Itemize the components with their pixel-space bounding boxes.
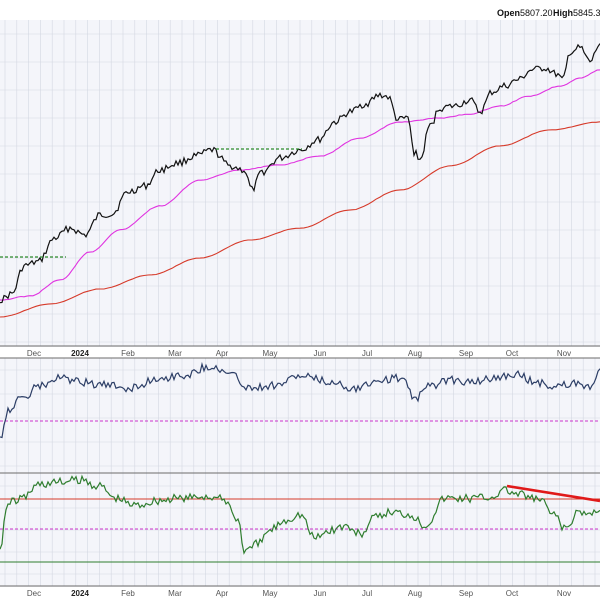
x-axis-label: Sep bbox=[459, 349, 474, 358]
x-axis-label: Dec bbox=[27, 349, 41, 358]
momentum-panel bbox=[0, 361, 600, 439]
x-axis-label: Oct bbox=[506, 589, 519, 598]
x-axis-label: Jul bbox=[362, 349, 372, 358]
momentum-line bbox=[0, 361, 600, 439]
x-axis-label: Apr bbox=[216, 589, 229, 598]
price-line bbox=[0, 43, 600, 304]
x-axis-labels-top: Dec 2024 Feb Mar Apr May Jun Jul Aug Sep Oct Nov bbox=[27, 349, 571, 358]
x-axis-label: Aug bbox=[408, 589, 422, 598]
x-axis-label: Sep bbox=[459, 589, 474, 598]
x-axis-label: Mar bbox=[168, 349, 182, 358]
high-value: 5845.3 bbox=[573, 8, 600, 18]
downward-trendline bbox=[506, 484, 600, 503]
oscillator-panel bbox=[0, 474, 600, 563]
grid-lines bbox=[0, 20, 600, 586]
x-axis-label: Jun bbox=[314, 589, 327, 598]
x-axis-label: Mar bbox=[168, 589, 182, 598]
x-axis-label: May bbox=[262, 589, 277, 598]
axis-strip-1 bbox=[0, 347, 600, 358]
oscillator-line bbox=[0, 474, 600, 555]
x-axis-label: Dec bbox=[27, 589, 41, 598]
header-strip bbox=[0, 0, 600, 20]
x-axis-label: Jun bbox=[314, 349, 327, 358]
high-label: High bbox=[553, 8, 573, 18]
x-axis-label: Jul bbox=[362, 589, 372, 598]
x-axis-label: Apr bbox=[216, 349, 229, 358]
price-panel bbox=[0, 43, 600, 318]
x-axis-labels-bottom: Dec 2024 Feb Mar Apr May Jun Jul Aug Sep Oct Nov bbox=[27, 589, 571, 598]
open-value: 5807.20 bbox=[520, 8, 553, 18]
x-axis-label: 2024 bbox=[71, 589, 89, 598]
open-label: Open bbox=[497, 8, 520, 18]
ma-short-line bbox=[0, 69, 600, 301]
x-axis-label: Feb bbox=[121, 349, 135, 358]
x-axis-label: May bbox=[262, 349, 277, 358]
x-axis-label: Oct bbox=[506, 349, 519, 358]
x-axis-label: Aug bbox=[408, 349, 422, 358]
ma-long-line bbox=[0, 121, 600, 318]
x-axis-label: Nov bbox=[557, 349, 571, 358]
x-axis-label: Feb bbox=[121, 589, 135, 598]
x-axis-label: Nov bbox=[557, 589, 571, 598]
x-axis-label: 2024 bbox=[71, 349, 89, 358]
axis-strip-2 bbox=[0, 587, 600, 600]
